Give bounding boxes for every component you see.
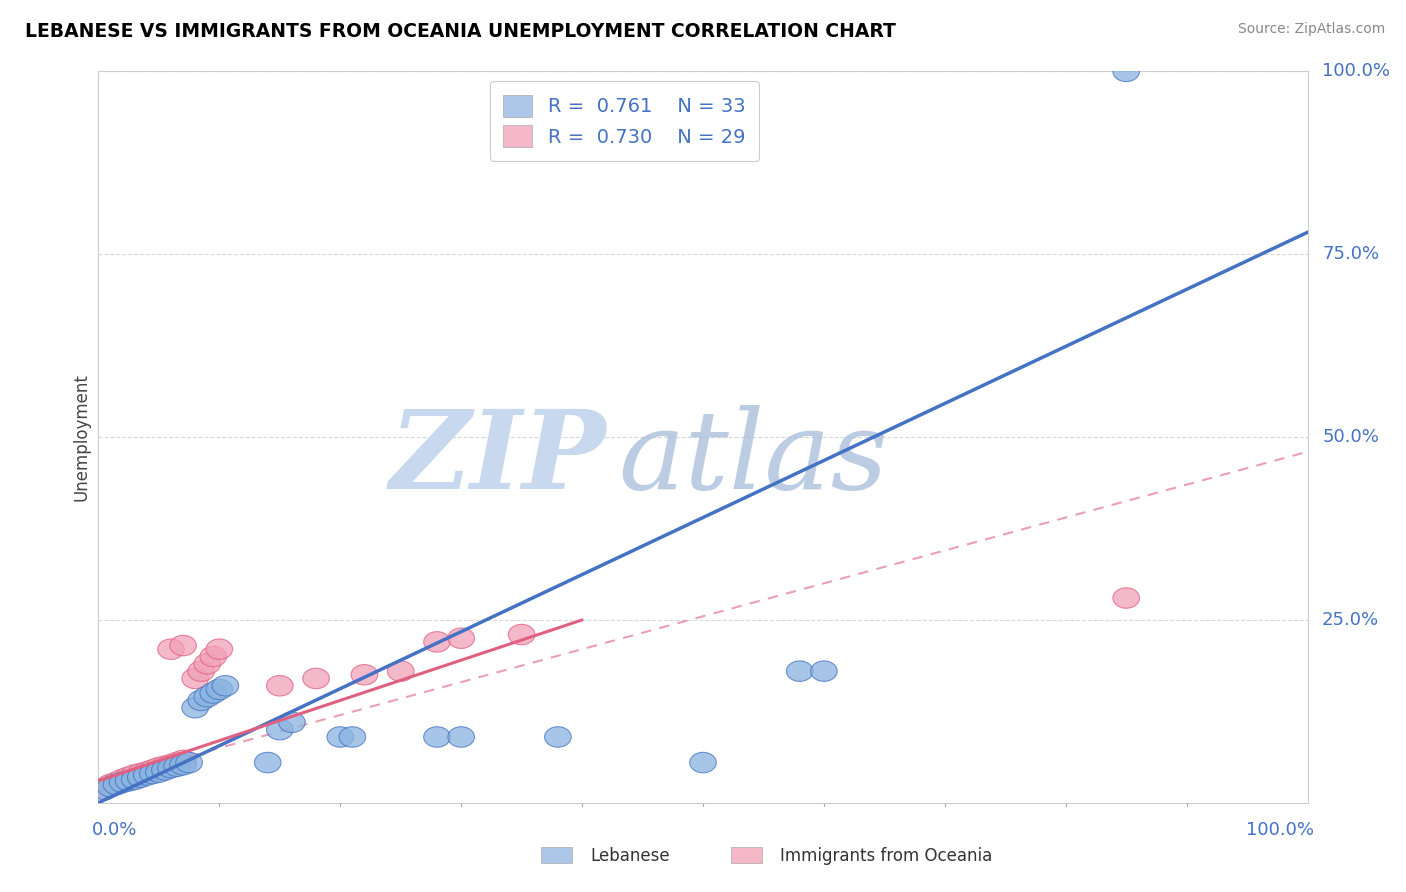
Legend: R =  0.761    N = 33, R =  0.730    N = 29: R = 0.761 N = 33, R = 0.730 N = 29 [489, 81, 759, 161]
Ellipse shape [97, 776, 124, 797]
Ellipse shape [267, 675, 292, 696]
Ellipse shape [110, 769, 136, 789]
Ellipse shape [449, 628, 474, 648]
Ellipse shape [146, 762, 172, 782]
Ellipse shape [509, 624, 534, 645]
Y-axis label: Unemployment: Unemployment [72, 373, 90, 501]
Text: atlas: atlas [619, 405, 889, 513]
Text: 25.0%: 25.0% [1322, 611, 1379, 629]
Ellipse shape [212, 675, 239, 696]
Ellipse shape [139, 764, 166, 784]
Ellipse shape [423, 632, 450, 652]
Ellipse shape [170, 750, 197, 771]
Ellipse shape [176, 752, 202, 772]
Ellipse shape [152, 756, 179, 776]
Ellipse shape [146, 757, 172, 778]
Ellipse shape [163, 752, 190, 772]
Text: LEBANESE VS IMMIGRANTS FROM OCEANIA UNEMPLOYMENT CORRELATION CHART: LEBANESE VS IMMIGRANTS FROM OCEANIA UNEM… [25, 22, 896, 41]
Ellipse shape [115, 771, 142, 791]
Text: 100.0%: 100.0% [1246, 821, 1313, 839]
Ellipse shape [194, 654, 221, 674]
Ellipse shape [134, 762, 160, 782]
FancyBboxPatch shape [541, 847, 572, 863]
Ellipse shape [254, 752, 281, 772]
Ellipse shape [352, 665, 378, 685]
Ellipse shape [128, 767, 155, 788]
Ellipse shape [103, 772, 129, 793]
Text: Source: ZipAtlas.com: Source: ZipAtlas.com [1237, 22, 1385, 37]
Ellipse shape [152, 760, 179, 780]
Ellipse shape [449, 727, 474, 747]
Ellipse shape [91, 780, 118, 800]
Ellipse shape [200, 647, 226, 666]
Text: 0.0%: 0.0% [93, 821, 138, 839]
Ellipse shape [200, 683, 226, 703]
Ellipse shape [128, 764, 155, 784]
Ellipse shape [163, 756, 190, 776]
Ellipse shape [690, 752, 716, 772]
Ellipse shape [170, 635, 197, 656]
Ellipse shape [91, 778, 118, 798]
Ellipse shape [157, 757, 184, 778]
Ellipse shape [544, 727, 571, 747]
Ellipse shape [181, 668, 208, 689]
Ellipse shape [194, 687, 221, 707]
Ellipse shape [388, 661, 413, 681]
Ellipse shape [786, 661, 813, 681]
Ellipse shape [423, 727, 450, 747]
Text: 100.0%: 100.0% [1322, 62, 1391, 80]
Text: ZIP: ZIP [389, 405, 606, 513]
Ellipse shape [1114, 62, 1139, 81]
Ellipse shape [267, 720, 292, 739]
Ellipse shape [1114, 588, 1139, 608]
Ellipse shape [207, 679, 232, 699]
Ellipse shape [103, 774, 129, 795]
Ellipse shape [157, 755, 184, 775]
Ellipse shape [110, 772, 136, 793]
Ellipse shape [188, 690, 215, 711]
Text: Lebanese: Lebanese [591, 847, 671, 865]
Ellipse shape [328, 727, 353, 747]
Ellipse shape [278, 712, 305, 732]
Ellipse shape [139, 760, 166, 780]
Ellipse shape [811, 661, 837, 681]
FancyBboxPatch shape [731, 847, 762, 863]
Ellipse shape [339, 727, 366, 747]
Ellipse shape [157, 639, 184, 659]
Text: 50.0%: 50.0% [1322, 428, 1379, 446]
Text: 75.0%: 75.0% [1322, 245, 1379, 263]
Ellipse shape [134, 764, 160, 785]
Ellipse shape [302, 668, 329, 689]
Ellipse shape [181, 698, 208, 718]
Ellipse shape [188, 661, 215, 681]
Ellipse shape [207, 639, 232, 659]
Ellipse shape [115, 767, 142, 788]
Text: Immigrants from Oceania: Immigrants from Oceania [780, 847, 993, 865]
Ellipse shape [170, 755, 197, 775]
Ellipse shape [121, 769, 148, 789]
Ellipse shape [121, 764, 148, 785]
Ellipse shape [97, 774, 124, 795]
